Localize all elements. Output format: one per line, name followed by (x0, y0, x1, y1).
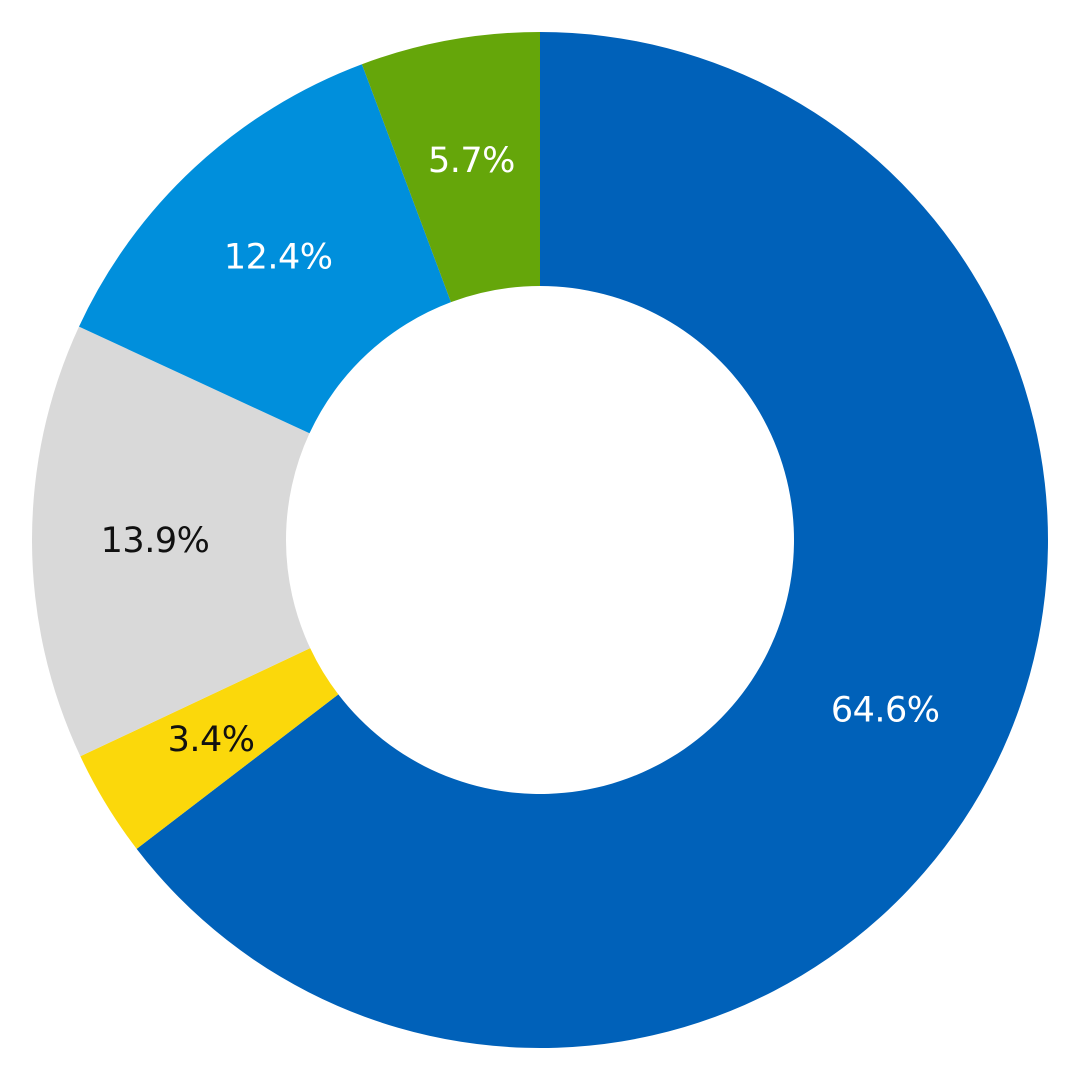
donut-slice-4 (361, 32, 540, 303)
slice-label-4: 5.7% (428, 141, 515, 181)
donut-slice-2 (31, 326, 311, 757)
donut-slice-3 (78, 64, 451, 434)
slice-label-1: 3.4% (168, 720, 255, 760)
slice-label-3: 12.4% (224, 238, 333, 278)
slice-label-2: 13.9% (101, 521, 210, 561)
slice-label-0: 64.6% (831, 690, 940, 730)
donut-slice-0 (136, 32, 1048, 1048)
donut-slice-1 (80, 648, 339, 849)
